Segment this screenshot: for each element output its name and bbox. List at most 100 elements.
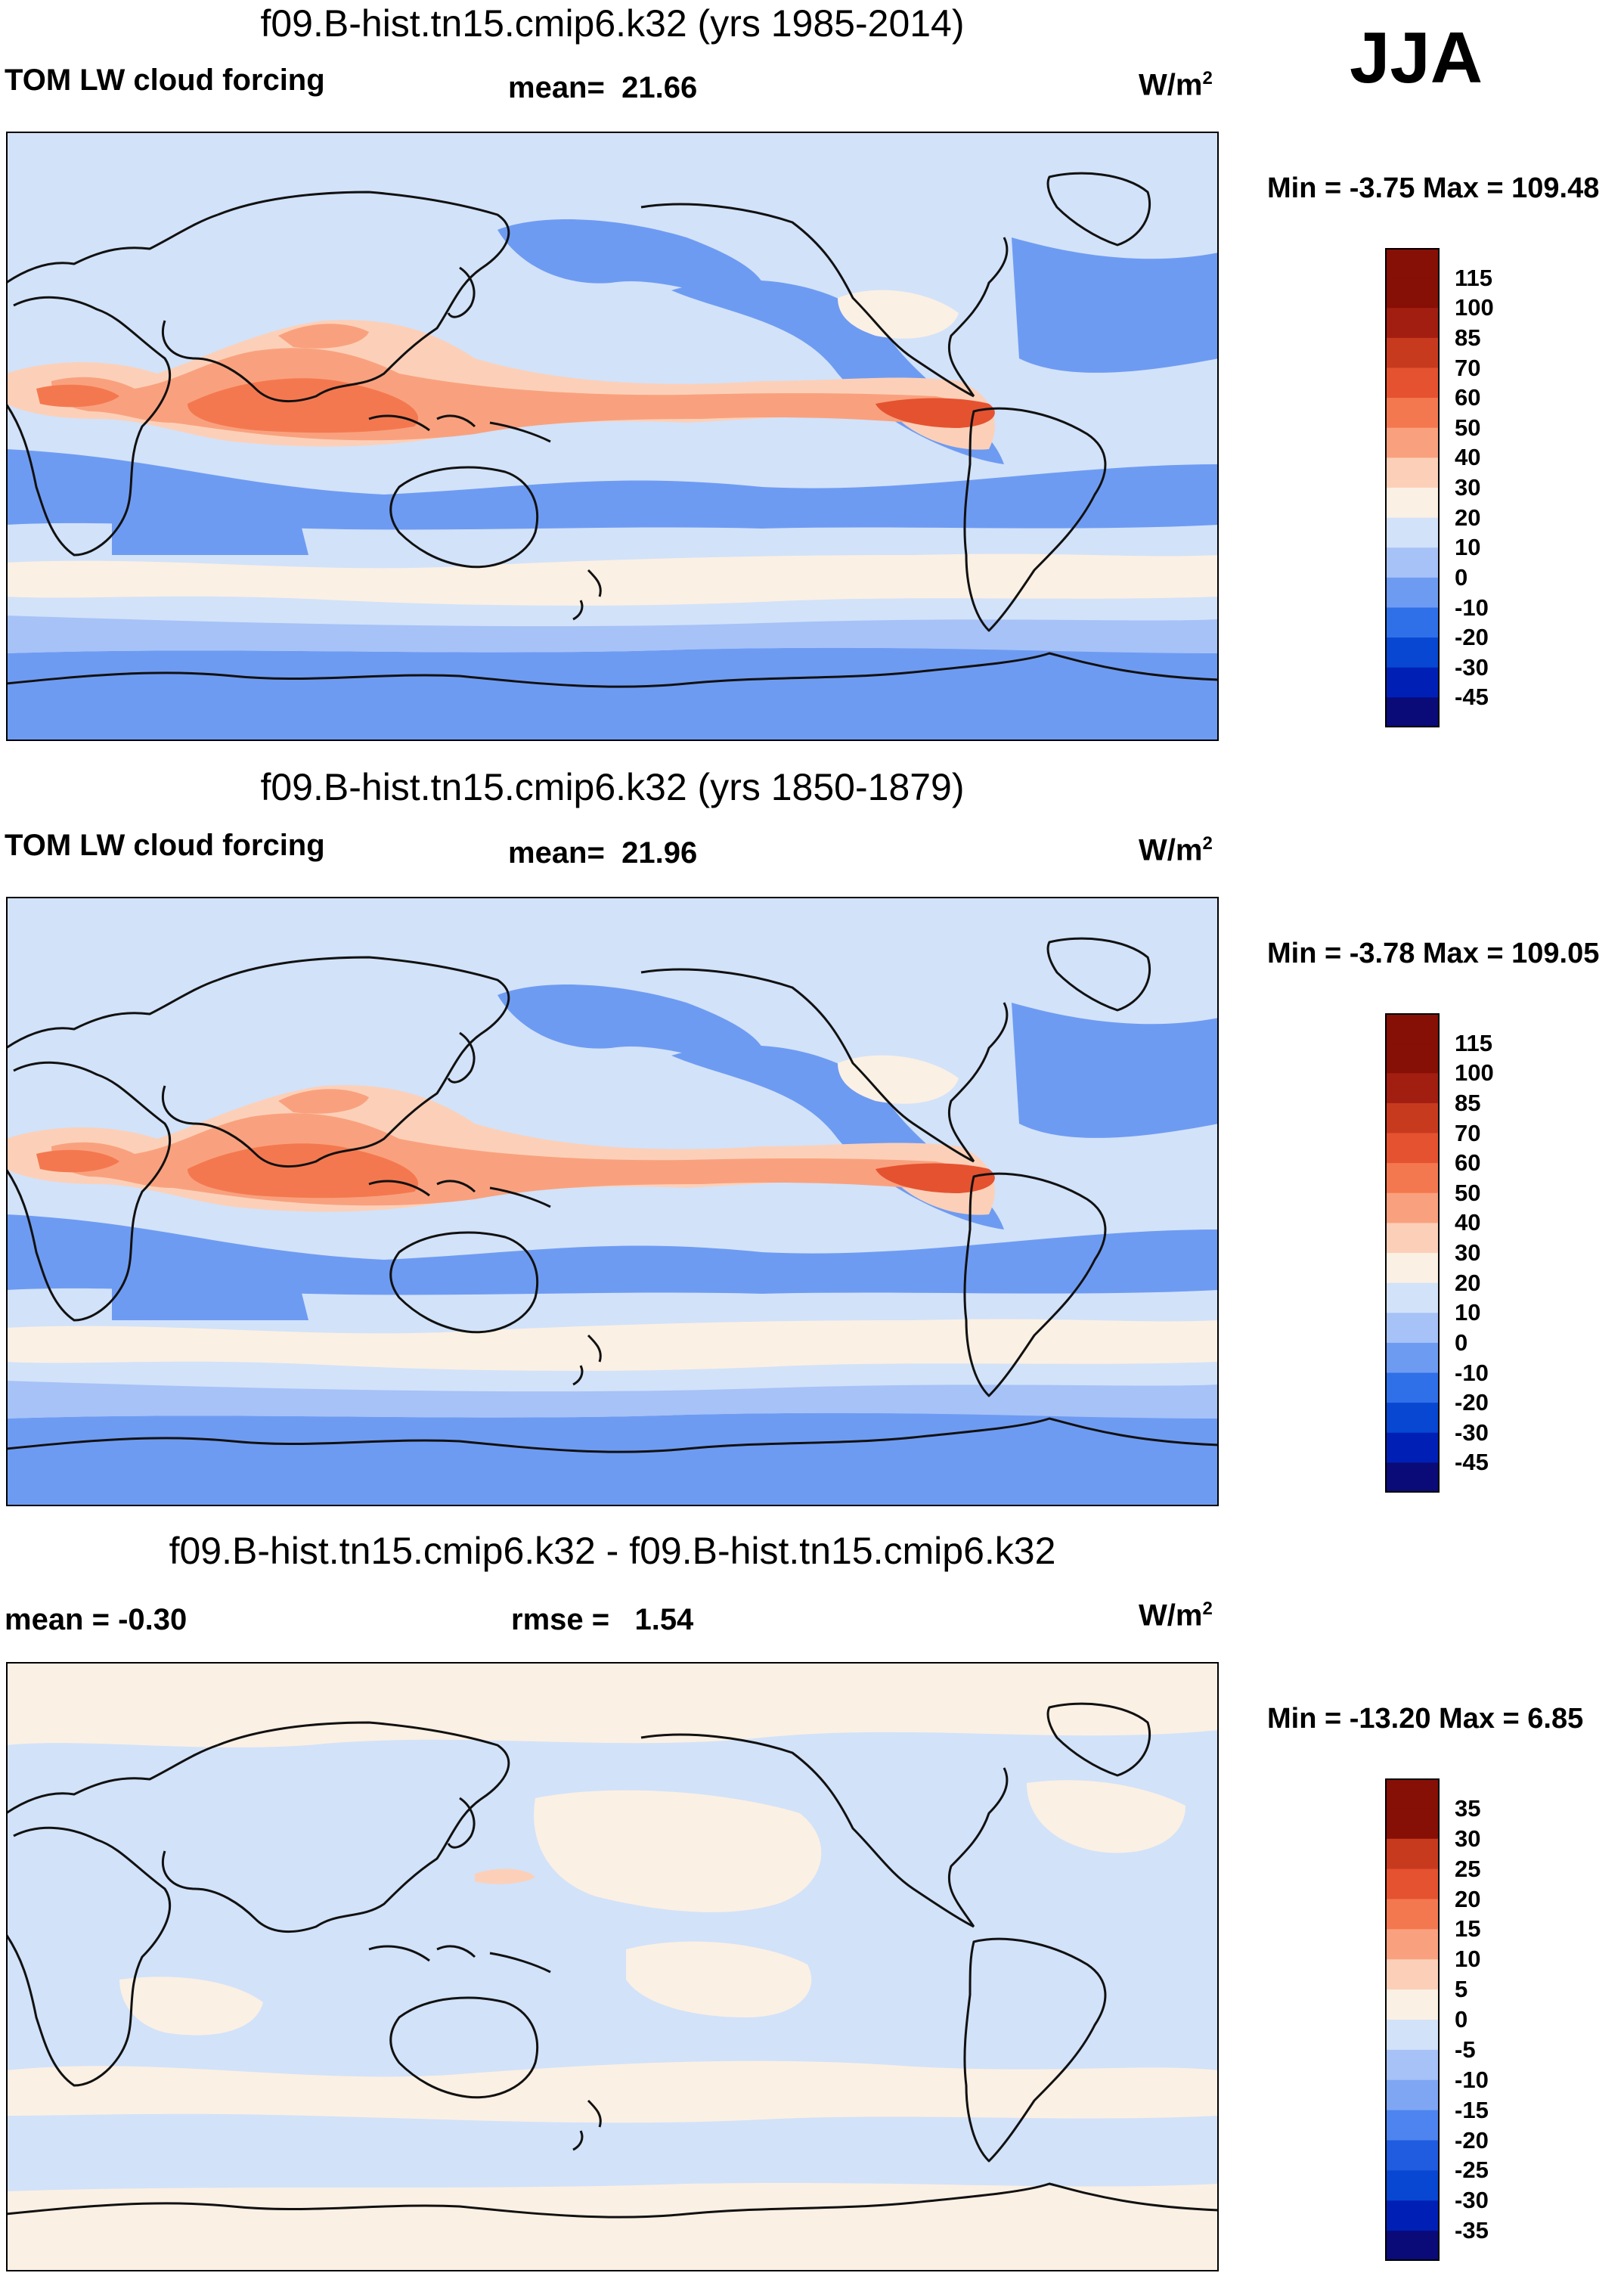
units-text: W/m [1139, 833, 1203, 867]
colorbar-tick-label: 20 [1455, 1885, 1481, 1912]
colorbar-cell [1385, 1372, 1440, 1403]
colorbar-tick-label: 25 [1455, 1855, 1481, 1882]
panel3-colorbar [1385, 1778, 1440, 2261]
units-text: W/m [1139, 1598, 1203, 1633]
colorbar-cell [1385, 1838, 1440, 1870]
colorbar-tick-label: 20 [1455, 1269, 1481, 1296]
greenland-coastline [1046, 937, 1151, 1012]
map-background [6, 1662, 1219, 2271]
colorbar-tick-label: 10 [1455, 534, 1481, 561]
south-america-coastline [963, 1172, 1107, 1397]
units-exponent: 2 [1202, 1598, 1213, 1619]
panel3-minmax: Min = -13.20 Max = 6.85 [1267, 1703, 1584, 1735]
panel3-map [6, 1662, 1219, 2271]
map-field-africa-peak [36, 384, 119, 408]
map-field-north-pacific [497, 985, 767, 1071]
antarctica-coastline [6, 1417, 1219, 1453]
colorbar-tick-label: -25 [1455, 2157, 1489, 2184]
colorbar-cell [1385, 517, 1440, 548]
panel3-title: f09.B-hist.tn15.cmip6.k32 - f09.B-hist.t… [169, 1530, 1056, 1572]
colorbar-tick-label: 40 [1455, 444, 1481, 471]
colorbar-cell [1385, 1342, 1440, 1373]
colorbar-cell [1385, 1403, 1440, 1434]
colorbar-tick-label: -30 [1455, 653, 1489, 681]
colorbar-cell [1385, 1043, 1440, 1074]
colorbar-tick-label: -20 [1455, 624, 1489, 651]
panel1-units: W/m2 [1139, 68, 1213, 102]
colorbar-tick-label: 0 [1455, 1329, 1468, 1356]
colorbar-cell [1385, 2049, 1440, 2081]
greenland-coastline [1046, 172, 1151, 247]
colorbar-tick-label: 50 [1455, 1179, 1481, 1206]
japan-coastline [447, 1031, 476, 1084]
colorbar-cell [1385, 1899, 1440, 1930]
map-field-atlantic [1012, 1003, 1219, 1138]
diff-positive-indian [119, 1977, 263, 2036]
new-zealand-coastline [572, 569, 602, 621]
colorbar-cell [1385, 1133, 1440, 1164]
japan-coastline [447, 266, 476, 318]
colorbar-tick-label: 40 [1455, 1209, 1481, 1236]
asia-coastline [161, 1721, 510, 1933]
colorbar-cell [1385, 1282, 1440, 1313]
greenland-coastline [1046, 1702, 1151, 1777]
colorbar-tick-label: 10 [1455, 1299, 1481, 1326]
north-america-east-coastline [947, 1767, 1009, 1927]
colorbar-cell [1385, 607, 1440, 638]
colorbar-tick-label: 60 [1455, 384, 1481, 411]
colorbar-cell [1385, 2231, 1440, 2261]
map-field-africa-peak [36, 1149, 119, 1173]
panel2-colorbar-ticks: 115 100 85 70 60 50 40 30 20 10 0 -10 -20 -30 -45 [1455, 1013, 1530, 1493]
units-exponent: 2 [1202, 833, 1213, 854]
colorbar-cell [1385, 398, 1440, 429]
colorbar-tick-label: 85 [1455, 1089, 1481, 1116]
panel1-map [6, 132, 1219, 741]
diff-positive-pacific-south [626, 1941, 812, 2017]
colorbar-cell [1385, 1432, 1440, 1463]
australia-coastline [389, 466, 539, 569]
africa-coastline [6, 296, 171, 557]
map-field-antarctic-band [6, 616, 1219, 653]
colorbar-cell [1385, 637, 1440, 668]
colorbar-cell [1385, 1013, 1440, 1044]
colorbar-tick-label: -30 [1455, 1419, 1489, 1446]
colorbar-cell [1385, 278, 1440, 309]
new-zealand-coastline [572, 1334, 602, 1386]
colorbar-cell [1385, 577, 1440, 608]
colorbar-cell [1385, 1223, 1440, 1254]
colorbar-tick-label: 15 [1455, 1915, 1481, 1943]
north-america-coastline [640, 968, 975, 1163]
map-field-itcz-peak [188, 1143, 419, 1198]
colorbar-frame [1385, 1013, 1440, 1493]
colorbar-tick-label: -45 [1455, 684, 1489, 711]
colorbar-cell [1385, 1989, 1440, 2020]
colorbar-tick-label: -5 [1455, 2036, 1476, 2063]
map-field-atlantic [1012, 237, 1219, 373]
colorbar-tick-label: -15 [1455, 2096, 1489, 2123]
colorbar-tick-label: -20 [1455, 1389, 1489, 1416]
panel2-mean-value: 21.96 [621, 836, 698, 870]
map-field-north-pacific [497, 219, 767, 305]
panel1-mean-value: 21.66 [621, 71, 698, 104]
colorbar-tick-label: -10 [1455, 1359, 1489, 1386]
colorbar-tick-label: -30 [1455, 2187, 1489, 2214]
colorbar-cell [1385, 1253, 1440, 1284]
maritime-continent-coastline [368, 414, 551, 443]
map-field-north-america [838, 1055, 959, 1104]
europe-coastline [6, 213, 218, 284]
colorbar-cell [1385, 2020, 1440, 2051]
panel2-colorbar [1385, 1013, 1440, 1493]
colorbar-tick-label: 115 [1455, 1029, 1493, 1056]
maritime-continent-coastline [368, 1180, 551, 1208]
map-field-midlat-south [6, 1319, 1219, 1371]
japan-coastline [447, 1797, 476, 1849]
diff-positive-antarctic [6, 2182, 1219, 2271]
colorbar-cell [1385, 248, 1440, 279]
antarctica-coastline [6, 2182, 1219, 2219]
colorbar-tick-label: -35 [1455, 2217, 1489, 2244]
colorbar-tick-label: 0 [1455, 563, 1468, 591]
map-field-north-america [838, 290, 959, 339]
diff-positive-band-north [6, 1662, 1219, 1747]
antarctica-coastline [6, 652, 1219, 688]
colorbar-cell [1385, 457, 1440, 488]
